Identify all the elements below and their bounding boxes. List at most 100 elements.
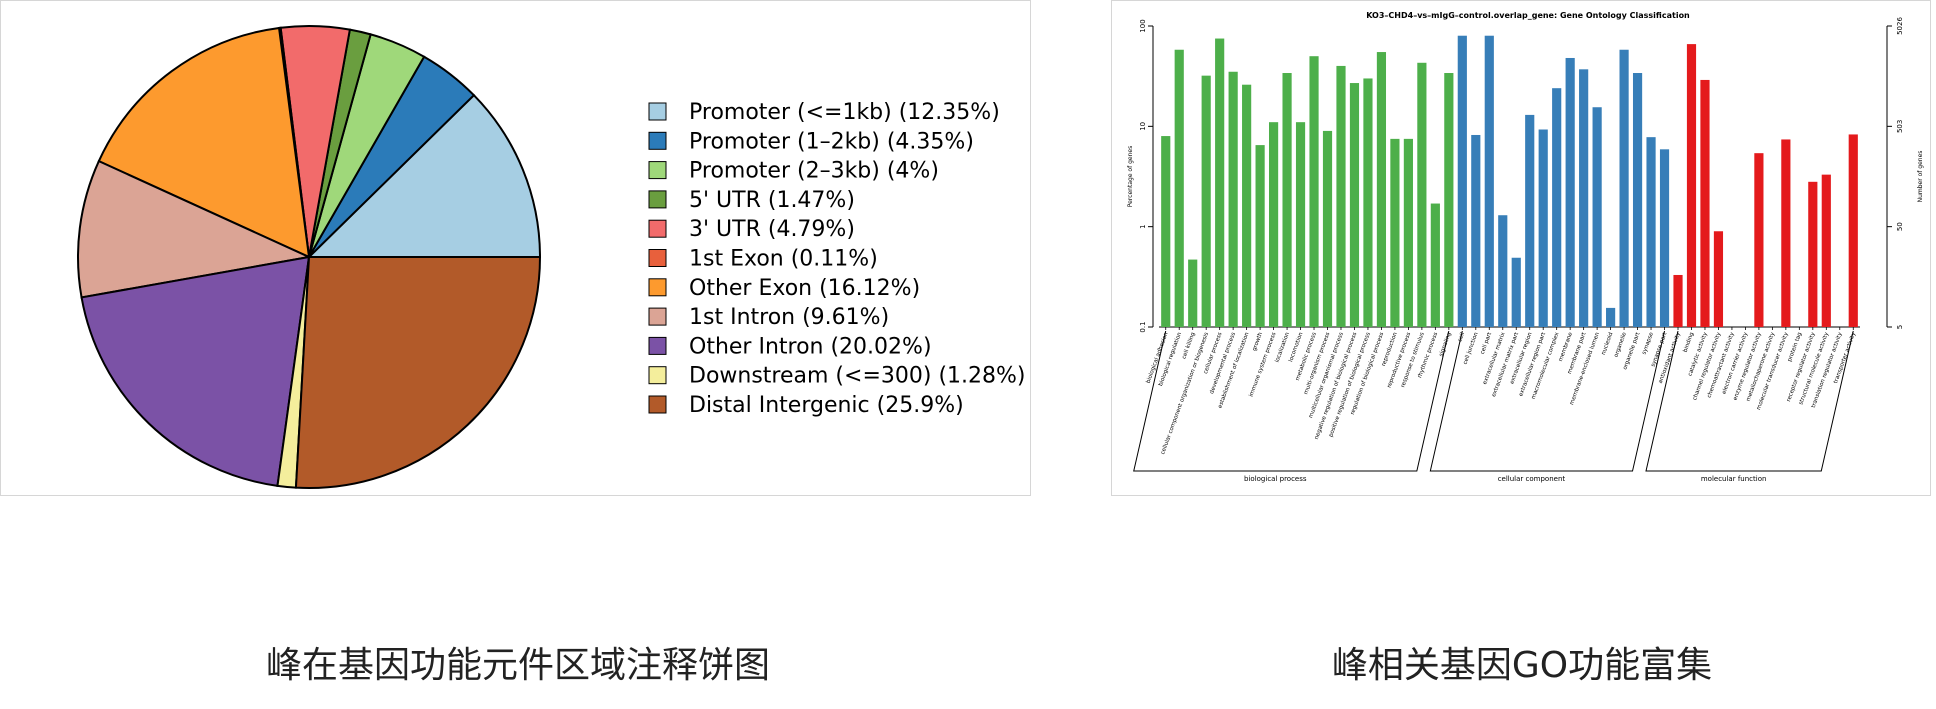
x-tick-label: cell part [1480,331,1494,355]
legend-swatch [648,190,667,209]
bar [1484,35,1494,327]
group-label: biological process [1244,475,1307,483]
bar [1336,65,1346,328]
y-tick-label: 1 [1139,224,1147,228]
bar [1322,130,1333,327]
bar [1349,83,1360,327]
bar [1444,73,1454,327]
bar [1565,57,1575,327]
y-tick-label: 10 [1139,122,1147,131]
legend-swatch [648,102,667,121]
legend-label: Distal Intergenic (25.9%) [689,393,964,418]
y-tick-label-right: 5026 [1896,17,1904,35]
bar [1201,75,1211,328]
group-bracket [1133,330,1450,472]
bar [1525,114,1535,328]
bar [1592,107,1602,328]
legend-label: Downstream (<=300) (1.28%) [689,364,1026,389]
group-label: molecular function [1701,475,1767,483]
x-tick-label: cell [1457,331,1466,343]
x-tick-label: synapse [1641,331,1655,355]
go-caption: 峰相关基因GO功能富集 [1331,645,1713,686]
bar [1403,138,1413,327]
bar [1215,38,1225,327]
bar [1713,231,1724,327]
bar [1295,122,1306,328]
legend-label: 3' UTR (4.79%) [689,217,855,242]
legend-swatch [648,249,667,267]
pie-chart-panel: Promoter (<=1kb) (12.35%) Promoter (1–2kb… [0,0,1031,496]
y-tick-label-right: 5 [1896,325,1904,329]
x-tick-label: growth [1252,331,1264,352]
bar [1511,257,1521,327]
bar [1363,78,1373,328]
pie-caption: 峰在基因功能元件区域注释饼图 [265,645,771,686]
legend-label: 1st Exon (0.11%) [689,247,878,272]
legend-swatch [648,336,667,355]
bar [1390,138,1400,327]
bar [1417,62,1427,327]
legend-swatch [648,161,667,180]
legend-swatch [648,219,667,238]
pie-slice [80,255,311,487]
legend-swatch [648,307,667,326]
x-tick-label: organelle [1613,331,1628,358]
bar [1430,203,1440,327]
bar [1269,122,1279,328]
bar [1619,49,1629,328]
go-bar-chart: KO3–CHD4–vs–mIgG–control.overlap_gene: G… [1127,11,1924,483]
legend-label: Other Exon (16.12%) [689,276,920,301]
y-axis-label-right: Number of genes [1917,151,1924,203]
legend-label: Promoter (1–2kb) (4.35%) [689,129,974,154]
go-chart-panel: KO3–CHD4–vs–mIgG–control.overlap_gene: G… [1111,0,1931,496]
y-tick-label-right: 50 [1896,222,1904,231]
x-tick-label: cell killing [1181,331,1196,360]
bar [1781,139,1791,327]
bar [1579,69,1589,327]
x-tick-label: binding [1683,331,1696,353]
bar [1161,136,1171,327]
legend-swatch [648,366,667,385]
legend-label: Other Intron (20.02%) [689,334,932,359]
bar [1457,35,1467,327]
legend-label: 5' UTR (1.47%) [689,188,855,213]
legend-label: Promoter (2–3kb) (4%) [689,159,939,184]
group-bracket [1645,330,1854,472]
group-bracket [1429,330,1666,472]
legend-swatch [648,395,667,414]
bar [1646,137,1656,327]
bar [1242,84,1252,327]
chart-title: KO3–CHD4–vs–mIgG–control.overlap_gene: G… [1366,11,1690,20]
bar [1538,129,1548,327]
legend-label: Promoter (<=1kb) (12.35%) [689,100,1000,125]
bar [1228,71,1238,327]
bar [1498,215,1508,327]
bar [1754,153,1764,327]
bar [1282,73,1292,327]
bar [1821,174,1831,327]
bar [1700,79,1710,327]
bar [1174,49,1184,328]
bar [1255,145,1265,327]
bar [1659,149,1670,327]
legend-swatch [648,131,667,150]
bar [1309,56,1319,327]
bar [1686,44,1697,328]
y-tick-label: 0.1 [1139,321,1147,332]
x-tick-label: immune system process [1248,332,1277,398]
pie-slice [77,159,313,299]
pie-slice [306,93,542,258]
bar [1808,181,1818,327]
group-label: cellular component [1498,475,1566,483]
y-axis-label: Percentage of genes [1127,146,1134,207]
y-tick-label: 100 [1139,19,1147,32]
pie-chart: Promoter (<=1kb) (12.35%) Promoter (1–2kb… [77,25,1026,489]
bar [1606,307,1616,327]
legend-swatch [648,278,667,297]
bar [1471,134,1481,327]
bar [1848,134,1858,327]
pie-slice [294,256,542,489]
y-tick-label-right: 503 [1896,120,1904,133]
bar [1188,259,1198,327]
bar [1376,52,1387,328]
